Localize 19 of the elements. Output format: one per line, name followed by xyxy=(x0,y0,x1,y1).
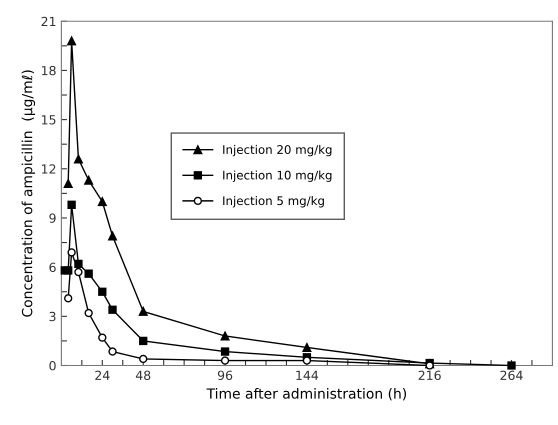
y-tick-label: 12 xyxy=(42,164,56,174)
legend-label: Injection 5 mg/kg xyxy=(223,196,324,208)
legend-label: Injection 10 mg/kg xyxy=(223,170,332,182)
y-tick-label: 21 xyxy=(42,16,56,26)
x-axis-title: Time after administration (h) xyxy=(206,388,406,400)
y-tick-label: 9 xyxy=(49,213,56,223)
y-tick-label: 3 xyxy=(50,312,56,322)
x-tick-label: 24 xyxy=(95,370,110,380)
y-tick-label: 6 xyxy=(49,262,56,272)
legend-label: Injection 20 mg/kg xyxy=(223,144,332,156)
y-axis-title: Concentration of ampicillin (µg/mℓ) xyxy=(22,70,36,317)
x-tick-label: 144 xyxy=(296,370,318,380)
y-tick-label: 0 xyxy=(49,360,56,370)
x-tick-label: 216 xyxy=(418,370,441,380)
y-tick-label: 15 xyxy=(42,115,56,125)
y-tick-label: 18 xyxy=(42,66,56,76)
x-tick-label: 264 xyxy=(500,370,523,380)
x-tick-label: 96 xyxy=(218,370,232,380)
x-tick-label: 48 xyxy=(136,370,150,380)
